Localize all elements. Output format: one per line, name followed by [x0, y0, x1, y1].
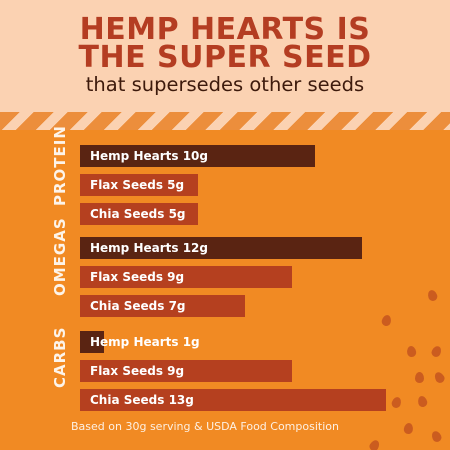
bar-label: Hemp Hearts 1g: [90, 335, 200, 349]
bar-carbs-chia-seeds: [80, 389, 386, 411]
bar-omegas-hemp-hearts: [80, 237, 362, 259]
bar-label: Chia Seeds 5g: [90, 207, 186, 221]
category-label-protein: PROTEIN: [51, 125, 69, 206]
bar-carbs-hemp-hearts: [80, 331, 104, 353]
bar-omegas-flax-seeds: [80, 266, 292, 288]
footnote: Based on 30g serving & USDA Food Composi…: [71, 420, 339, 433]
subtitle: that supersedes other seeds: [85, 73, 365, 96]
category-label-omegas: OMEGAS: [51, 217, 69, 296]
diagonal-stripe-divider: [0, 112, 450, 130]
bar-protein-hemp-hearts: [80, 145, 315, 167]
bar-omegas-chia-seeds: [80, 295, 245, 317]
title-line-1: HEMP HEARTS IS: [79, 12, 371, 47]
bar-label: Flax Seeds 9g: [90, 270, 185, 284]
bar-protein-chia-seeds: [80, 203, 198, 225]
bar-carbs-flax-seeds: [80, 360, 292, 382]
bar-label: Flax Seeds 9g: [90, 364, 185, 378]
category-label-carbs: CARBS: [51, 326, 69, 388]
seed-icon: [415, 372, 424, 383]
bar-label: Flax Seeds 5g: [90, 178, 185, 192]
bar-label: Chia Seeds 13g: [90, 393, 194, 407]
header-panel: HEMP HEARTS IS THE SUPER SEED that super…: [0, 0, 450, 112]
bar-protein-flax-seeds: [80, 174, 198, 196]
title-line-2: THE SUPER SEED: [78, 40, 372, 75]
bar-label: Hemp Hearts 10g: [90, 149, 208, 163]
bar-label: Chia Seeds 7g: [90, 299, 186, 313]
bar-label: Hemp Hearts 12g: [90, 241, 208, 255]
